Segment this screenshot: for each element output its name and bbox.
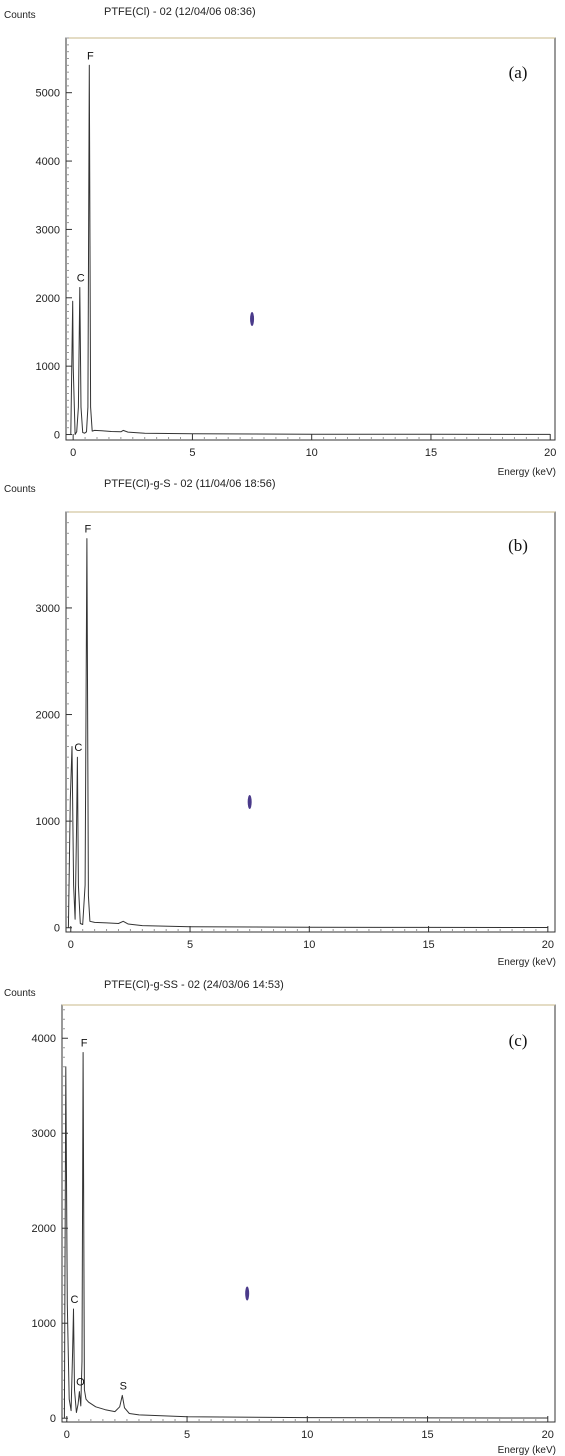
y-axis-title: Counts — [4, 988, 36, 999]
spectrum-line — [67, 538, 548, 928]
peak-label: F — [85, 524, 92, 536]
chart-title: PTFE(Cl) - 02 (12/04/06 08:36) — [104, 6, 256, 18]
x-tick-label: 15 — [422, 939, 434, 951]
x-tick-label: 10 — [301, 1429, 313, 1441]
x-tick-label: 5 — [184, 1429, 190, 1441]
x-tick-label: 15 — [421, 1429, 433, 1441]
peak-label: F — [87, 50, 94, 62]
x-tick-label: 20 — [544, 447, 556, 459]
x-tick-label: 5 — [187, 939, 193, 951]
y-tick-label: 1000 — [36, 816, 60, 828]
x-axis-title: Energy (keV) — [498, 1445, 556, 1456]
scan-artifact — [250, 312, 255, 326]
x-tick-label: 5 — [189, 447, 195, 459]
x-tick-label: 0 — [70, 447, 76, 459]
chart-title: PTFE(Cl)-g-S - 02 (11/04/06 18:56) — [104, 478, 276, 490]
y-tick-label: 2000 — [36, 293, 60, 305]
peak-label: S — [120, 1380, 127, 1392]
y-axis-title: Counts — [4, 10, 36, 21]
peak-label: C — [74, 742, 82, 754]
chart-title: PTFE(Cl)-g-SS - 02 (24/03/06 14:53) — [104, 979, 284, 991]
y-tick-label: 2000 — [32, 1223, 56, 1235]
x-tick-label: 20 — [542, 939, 554, 951]
plot-frame — [65, 37, 556, 441]
y-tick-label: 0 — [54, 923, 60, 935]
y-tick-label: 1000 — [36, 361, 60, 373]
plot-frame — [61, 1004, 556, 1423]
y-tick-label: 3000 — [32, 1128, 56, 1140]
spectrum-panel: Counts PTFE(Cl)-g-SS - 02 (24/03/06 14:53… — [4, 979, 556, 1456]
x-tick-label: 0 — [68, 939, 74, 951]
peak-label: C — [77, 273, 85, 285]
panel-label: (b) — [508, 536, 528, 555]
spectrum-panel: Counts PTFE(Cl)-g-S - 02 (11/04/06 18:56)… — [4, 478, 556, 968]
spectrum-line — [70, 64, 551, 435]
y-tick-label: 2000 — [36, 710, 60, 722]
x-tick-label: 10 — [306, 447, 318, 459]
x-axis-title: Energy (keV) — [498, 957, 556, 968]
x-axis-title: Energy (keV) — [498, 467, 556, 478]
y-tick-label: 3000 — [36, 224, 60, 236]
peak-label: O — [76, 1377, 85, 1389]
y-tick-label: 5000 — [36, 88, 60, 100]
x-tick-label: 15 — [425, 447, 437, 459]
scan-artifact — [245, 1286, 250, 1301]
x-tick-label: 10 — [303, 939, 315, 951]
spectrum-panel: Counts PTFE(Cl) - 02 (12/04/06 08:36)0100… — [4, 6, 556, 478]
y-tick-label: 4000 — [32, 1033, 56, 1045]
peak-label: C — [70, 1294, 78, 1306]
panel-label: (c) — [509, 1031, 528, 1050]
y-tick-label: 0 — [50, 1413, 56, 1425]
spectrum-line — [63, 1052, 548, 1419]
y-axis-title: Counts — [4, 484, 36, 495]
y-tick-label: 1000 — [32, 1318, 56, 1330]
plot-frame — [65, 511, 556, 933]
scan-artifact — [247, 795, 252, 809]
panel-label: (a) — [509, 63, 528, 82]
x-tick-label: 20 — [542, 1429, 554, 1441]
x-tick-label: 0 — [64, 1429, 70, 1441]
y-tick-label: 0 — [54, 430, 60, 442]
y-tick-label: 3000 — [36, 603, 60, 615]
peak-label: F — [81, 1037, 88, 1049]
y-tick-label: 4000 — [36, 156, 60, 168]
